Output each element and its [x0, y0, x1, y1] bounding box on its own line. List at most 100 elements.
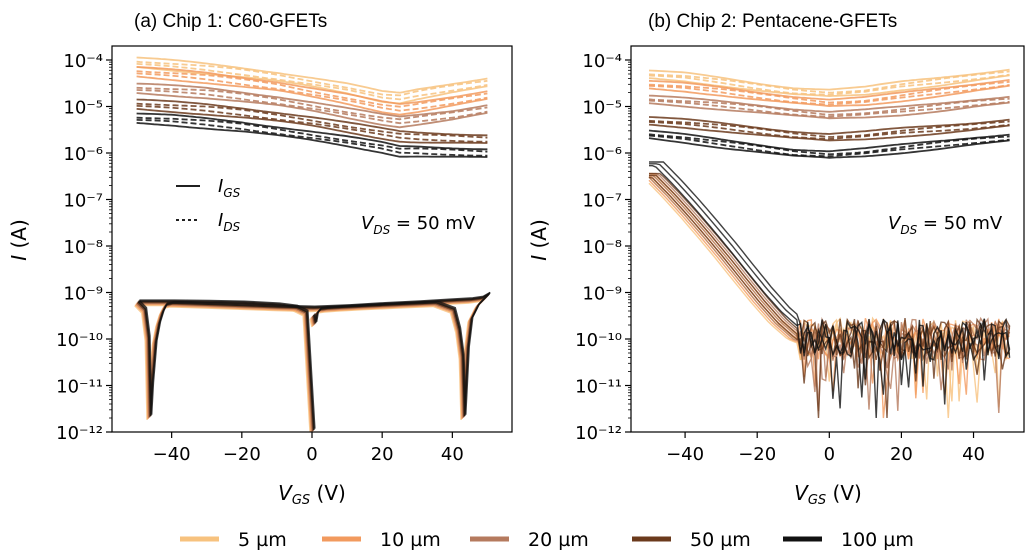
y-tick-label: 10⁻⁷: [582, 190, 622, 211]
panel-a-y-axis-label: I (A): [7, 219, 31, 261]
ids-curve-50m: [648, 116, 1010, 135]
panel-a-y-ticks: 10⁻¹² 10⁻¹¹ 10⁻¹⁰ 10⁻⁹ 10⁻⁸ 10⁻⁷ 10⁻⁶ 10⁻⁵ 10⁻⁴: [56, 51, 112, 444]
y-tick-label: 10⁻¹¹: [575, 376, 622, 397]
y-tick-label: 10⁻⁸: [63, 237, 103, 258]
panel-a-plot-area: [134, 56, 491, 432]
panel-a: (a) Chip 1: C60-GFETs −40 −20 0 20 40 10⁻¹²1…: [7, 11, 513, 508]
ids-curve-50m: [136, 108, 488, 144]
y-tick-label: 10⁻¹⁰: [575, 330, 622, 351]
ids-curve-5m: [136, 63, 488, 101]
igs-curve-10m: [135, 303, 312, 432]
igs-curve-5m: [648, 172, 1010, 402]
ids-curve-5m: [136, 60, 488, 97]
igs-curve-100m: [138, 300, 315, 431]
ids-curve-10m: [648, 79, 1010, 101]
igs-curve-5m: [134, 304, 311, 432]
ids-curve-50m: [136, 102, 488, 139]
y-tick-label: 10⁻⁷: [63, 190, 103, 211]
ids-curve-100m: [136, 116, 488, 153]
y-tick-label: 10⁻⁶: [582, 144, 622, 165]
x-tick-label: 0: [306, 444, 317, 465]
ids-curve-10m: [136, 70, 488, 108]
y-tick-label: 10⁻⁵: [582, 97, 622, 118]
panel-b-frame: [630, 45, 1025, 433]
ids-curve-100m: [136, 112, 488, 151]
ids-curve-100m: [136, 122, 488, 158]
legend-igs-label: IGS: [218, 176, 241, 200]
ids-curve-50m: [136, 98, 488, 137]
y-tick-label: 10⁻⁴: [582, 51, 622, 72]
ids-curve-5m: [136, 66, 488, 105]
legend-label: 20 µm: [528, 529, 589, 551]
ids-curve-50m: [648, 121, 1010, 140]
x-tick-label: −20: [738, 444, 776, 465]
igs-curve-100m: [649, 161, 1011, 405]
ids-curve-10m: [648, 80, 1010, 104]
igs-curve-5m: [648, 182, 1011, 419]
panel-b-vds-annotation: VDS = 50 mV: [888, 213, 1003, 237]
panel-b-title: (b) Chip 2: Pentacene-GFETs: [648, 11, 897, 32]
ids-curve-5m: [136, 56, 488, 94]
igs-curve-10m: [649, 172, 1011, 399]
bottom-legend: 5 µm 10 µm 20 µm 50 µm 100 µm: [180, 529, 914, 551]
y-tick-label: 10⁻⁶: [63, 144, 103, 165]
ids-curve-10m: [136, 66, 488, 105]
x-tick-label: −40: [153, 444, 191, 465]
panel-a-x-ticks: −40 −20 0 20 40: [153, 432, 464, 465]
ids-curve-20m: [648, 101, 1010, 120]
x-tick-label: 20: [371, 444, 394, 465]
igs-curve-50m: [138, 300, 315, 430]
ids-curve-20m: [136, 92, 488, 129]
legend-ids-label: IDS: [218, 210, 241, 234]
ids-curve-50m: [648, 123, 1010, 142]
igs-curve-20m: [137, 301, 314, 431]
panel-b-y-ticks: 10⁻¹² 10⁻¹¹ 10⁻¹⁰ 10⁻⁹ 10⁻⁸ 10⁻⁷ 10⁻⁶ 10⁻⁵ 10⁻⁴: [575, 51, 631, 444]
y-tick-label: 10⁻⁹: [63, 283, 103, 304]
y-tick-label: 10⁻¹²: [56, 423, 103, 444]
y-tick-label: 10⁻⁴: [63, 51, 103, 72]
igs-curve-100m: [138, 291, 491, 415]
ids-curve-100m: [648, 134, 1010, 158]
ids-curve-5m: [648, 70, 1010, 94]
igs-curve-100m: [649, 165, 1011, 409]
x-tick-label: −20: [223, 444, 261, 465]
igs-curve-10m: [136, 302, 313, 432]
ids-curve-5m: [648, 73, 1010, 96]
ids-curve-10m: [648, 84, 1010, 108]
y-tick-label: 10⁻¹¹: [56, 376, 103, 397]
legend-label: 5 µm: [238, 529, 287, 551]
ids-curve-20m: [136, 86, 488, 121]
ids-curve-10m: [136, 75, 488, 116]
legend-label: 100 µm: [841, 529, 914, 551]
panel-b-x-ticks: −40 −20 0 20 40: [666, 432, 985, 465]
igs-curve-10m: [648, 174, 1010, 392]
ids-curve-10m: [136, 72, 488, 112]
ids-curve-10m: [648, 84, 1010, 106]
legend-label: 50 µm: [690, 529, 751, 551]
igs-curve-100m: [139, 299, 316, 429]
panel-a-inset-legend: IGS IDS: [176, 176, 241, 234]
ids-curve-100m: [648, 137, 1010, 159]
ids-curve-20m: [648, 99, 1010, 118]
panel-b-plot-area: [648, 68, 1011, 419]
igs-curve-20m: [136, 302, 313, 432]
ids-curve-20m: [136, 82, 488, 118]
x-tick-label: 40: [441, 444, 464, 465]
x-tick-label: −40: [666, 444, 704, 465]
ids-curve-20m: [648, 97, 1010, 116]
igs-curve-50m: [137, 301, 314, 432]
igs-curve-100m: [649, 163, 1011, 419]
igs-curve-100m: [314, 291, 491, 415]
igs-curve-5m: [135, 303, 313, 432]
y-tick-label: 10⁻⁸: [582, 237, 622, 258]
ids-curve-100m: [136, 119, 488, 157]
y-tick-label: 10⁻¹⁰: [56, 330, 103, 351]
panel-a-vds-annotation: VDS = 50 mV: [361, 213, 476, 237]
igs-curve-50m: [649, 172, 1010, 419]
ids-curve-5m: [648, 68, 1010, 91]
y-tick-label: 10⁻⁹: [582, 283, 622, 304]
ids-curve-100m: [648, 129, 1010, 153]
panel-b-y-axis-label: I (A): [527, 219, 551, 261]
ids-curve-50m: [648, 119, 1010, 138]
ids-curve-20m: [136, 89, 488, 125]
